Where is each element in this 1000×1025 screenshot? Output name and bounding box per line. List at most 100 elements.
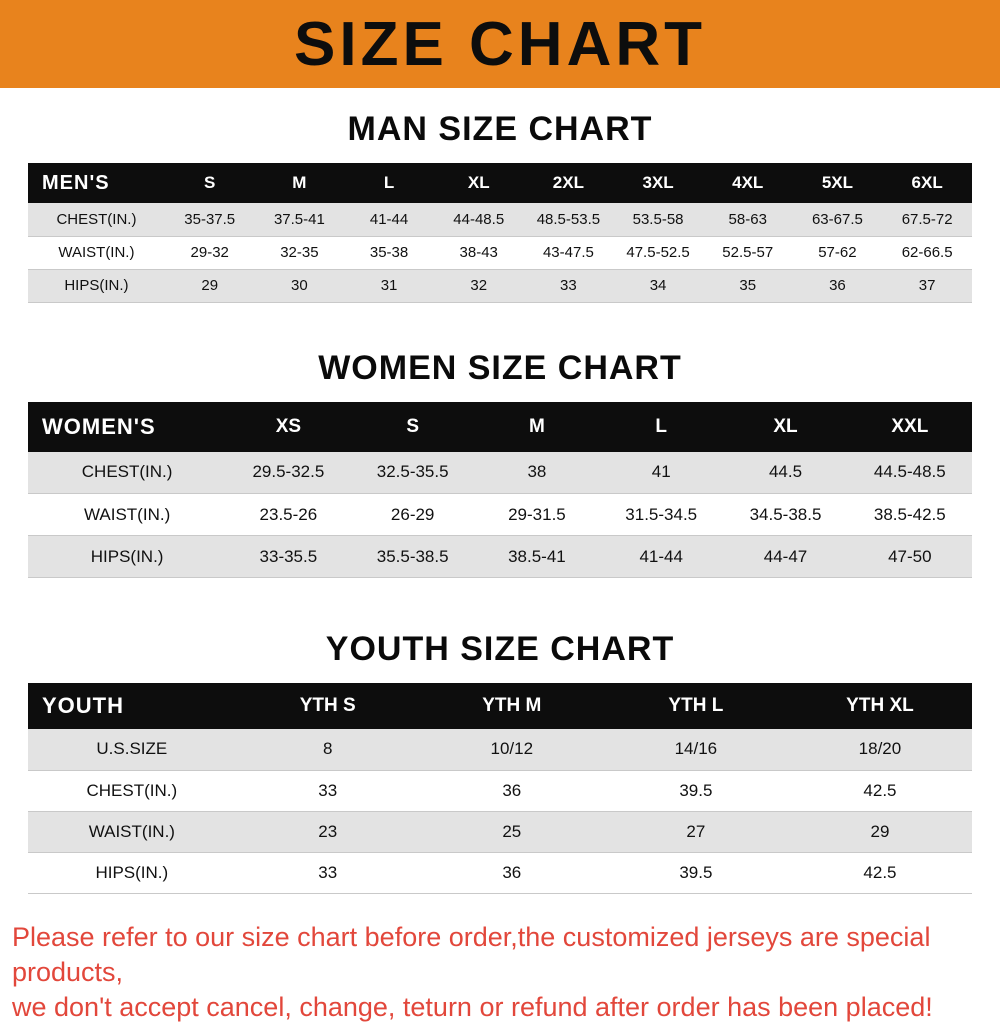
table-header-row: MEN'S S M L XL 2XL 3XL 4XL 5XL 6XL <box>28 163 972 203</box>
size-value-cell: 41-44 <box>599 535 724 578</box>
size-column-header: XXL <box>847 401 972 452</box>
size-value-cell: 47.5-52.5 <box>613 236 703 270</box>
size-value-cell: 35-37.5 <box>164 203 255 237</box>
men-section-heading: MAN SIZE CHART <box>347 110 653 148</box>
table-row: CHEST(IN.) 35-37.5 37.5-41 41-44 44-48.5 48.5… <box>28 203 972 237</box>
row-label: WAIST(IN.) <box>28 811 236 853</box>
size-value-cell: 23.5-26 <box>226 493 351 536</box>
size-value-cell: 32.5-35.5 <box>350 451 475 494</box>
size-value-cell: 47-50 <box>847 535 972 578</box>
table-row: HIPS(IN.) 33-35.5 35.5-38.5 38.5-41 41-44 44-… <box>28 535 972 578</box>
size-value-cell: 23 <box>235 811 420 853</box>
size-value-cell: 43-47.5 <box>523 236 614 270</box>
size-value-cell: 10/12 <box>419 729 604 771</box>
size-value-cell: 36 <box>419 852 604 894</box>
size-value-cell: 32 <box>433 269 524 303</box>
youth-section-heading: YOUTH SIZE CHART <box>325 630 675 668</box>
size-value-cell: 53.5-58 <box>613 203 703 237</box>
table-title-cell: WOMEN'S <box>28 401 227 452</box>
row-label: CHEST(IN.) <box>28 770 236 812</box>
size-value-cell: 35 <box>702 269 793 303</box>
size-value-cell: 52.5-57 <box>702 236 793 270</box>
size-value-cell: 38.5-41 <box>474 535 600 578</box>
size-value-cell: 31 <box>344 269 434 303</box>
row-label: WAIST(IN.) <box>28 493 227 536</box>
size-column-header: S <box>350 401 475 452</box>
size-value-cell: 30 <box>254 269 345 303</box>
size-column-header: YTH XL <box>787 683 972 729</box>
footer-note: Please refer to our size chart before or… <box>12 920 988 1025</box>
size-value-cell: 42.5 <box>787 852 972 894</box>
size-value-cell: 48.5-53.5 <box>523 203 614 237</box>
size-column-header: XL <box>723 401 848 452</box>
size-value-cell: 29-32 <box>164 236 255 270</box>
table-title-cell: MEN'S <box>28 163 165 203</box>
size-value-cell: 39.5 <box>603 770 788 812</box>
size-column-header: YTH M <box>419 683 604 729</box>
table-row: HIPS(IN.) 33 36 39.5 42.5 <box>28 852 972 894</box>
size-column-header: XL <box>433 163 524 203</box>
size-value-cell: 27 <box>603 811 788 853</box>
size-value-cell: 29.5-32.5 <box>226 451 351 494</box>
table-row: CHEST(IN.) 33 36 39.5 42.5 <box>28 770 972 812</box>
size-value-cell: 33 <box>235 770 420 812</box>
size-column-header: YTH L <box>603 683 788 729</box>
size-value-cell: 44-47 <box>723 535 848 578</box>
size-column-header: 2XL <box>523 163 614 203</box>
women-section-heading: WOMEN SIZE CHART <box>318 348 682 387</box>
size-column-header: 6XL <box>882 163 972 203</box>
size-value-cell: 29-31.5 <box>474 493 600 536</box>
table-row: WAIST(IN.) 29-32 32-35 35-38 38-43 43-47.5 47.… <box>28 236 972 270</box>
size-column-header: 4XL <box>702 163 793 203</box>
size-value-cell: 18/20 <box>787 729 972 771</box>
table-header-row: YOUTH YTH S YTH M YTH L YTH XL <box>28 683 972 729</box>
women-section: WOMEN SIZE CHART WOMEN'S XS S M L XL XXL CHEST(… <box>0 348 1000 578</box>
row-label: U.S.SIZE <box>28 729 236 771</box>
row-label: WAIST(IN.) <box>28 236 165 270</box>
table-row: U.S.SIZE 8 10/12 14/16 18/20 <box>28 729 972 771</box>
size-value-cell: 34.5-38.5 <box>723 493 848 536</box>
size-value-cell: 38.5-42.5 <box>847 493 972 536</box>
row-label: CHEST(IN.) <box>28 451 227 494</box>
size-value-cell: 33 <box>523 269 614 303</box>
size-value-cell: 25 <box>419 811 604 853</box>
size-value-cell: 44.5-48.5 <box>847 451 972 494</box>
row-label: HIPS(IN.) <box>28 269 165 303</box>
table-title-cell: YOUTH <box>28 683 236 729</box>
youth-size-table: YOUTH YTH S YTH M YTH L YTH XL U.S.SIZE 8 10/12… <box>28 683 972 894</box>
size-column-header: 5XL <box>792 163 883 203</box>
size-value-cell: 36 <box>419 770 604 812</box>
size-value-cell: 39.5 <box>603 852 788 894</box>
table-row: HIPS(IN.) 29 30 31 32 33 34 35 36 37 <box>28 269 972 303</box>
footer-note-line1: Please refer to our size chart before or… <box>12 921 931 987</box>
size-column-header: S <box>164 163 255 203</box>
size-value-cell: 8 <box>235 729 420 771</box>
size-value-cell: 37 <box>882 269 972 303</box>
page-title: SIZE CHART <box>294 9 706 79</box>
size-value-cell: 42.5 <box>787 770 972 812</box>
size-column-header: 3XL <box>613 163 703 203</box>
size-value-cell: 35-38 <box>344 236 434 270</box>
size-value-cell: 38-43 <box>433 236 524 270</box>
size-value-cell: 29 <box>787 811 972 853</box>
table-header-row: WOMEN'S XS S M L XL XXL <box>28 401 972 452</box>
size-value-cell: 34 <box>613 269 703 303</box>
size-value-cell: 32-35 <box>254 236 345 270</box>
size-value-cell: 33 <box>235 852 420 894</box>
size-value-cell: 63-67.5 <box>792 203 883 237</box>
size-value-cell: 41-44 <box>344 203 434 237</box>
table-row: WAIST(IN.) 23 25 27 29 <box>28 811 972 853</box>
size-value-cell: 67.5-72 <box>882 203 972 237</box>
size-value-cell: 31.5-34.5 <box>599 493 724 536</box>
size-value-cell: 44-48.5 <box>433 203 524 237</box>
youth-section: YOUTH SIZE CHART YOUTH YTH S YTH M YTH L YTH… <box>0 630 1000 894</box>
size-value-cell: 41 <box>599 451 724 494</box>
men-section: MAN SIZE CHART MEN'S S M L XL 2XL 3XL 4XL 5XL 6XL… <box>0 110 1000 303</box>
table-row: CHEST(IN.) 29.5-32.5 32.5-35.5 38 41 44.5 44.5… <box>28 451 972 494</box>
size-value-cell: 37.5-41 <box>254 203 345 237</box>
table-row: WAIST(IN.) 23.5-26 26-29 29-31.5 31.5-34.5 34… <box>28 493 972 536</box>
size-value-cell: 38 <box>474 451 600 494</box>
size-value-cell: 57-62 <box>792 236 883 270</box>
size-value-cell: 44.5 <box>723 451 848 494</box>
